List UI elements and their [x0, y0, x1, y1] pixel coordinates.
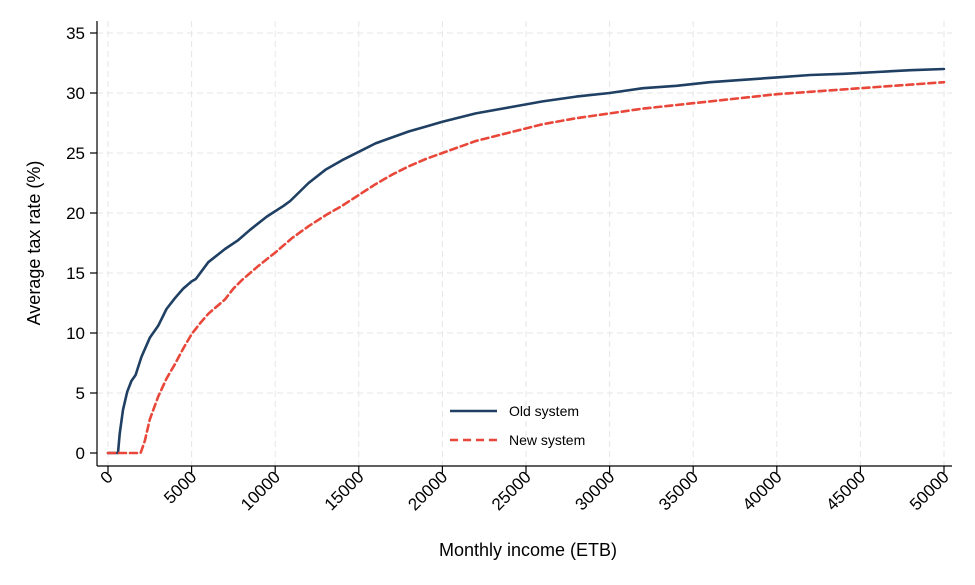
x-tick-label: 40000 [739, 467, 786, 514]
axes [96, 21, 952, 467]
x-tick-label: 15000 [321, 467, 368, 514]
y-tick-label: 20 [66, 204, 85, 223]
x-tick-label: 45000 [822, 467, 869, 514]
y-tick-label: 35 [66, 24, 85, 43]
x-tick-label: 30000 [572, 467, 619, 514]
series-line-new-system [106, 80, 946, 455]
x-tick-label: 50000 [906, 467, 953, 514]
series [106, 67, 946, 455]
x-tick-label: 0 [97, 467, 117, 487]
legend-label-old-system: Old system [509, 403, 579, 419]
legend-label-new-system: New system [509, 432, 585, 448]
y-tick-label: 10 [66, 324, 85, 343]
series-line-old-system [106, 67, 946, 455]
y-tick-label: 5 [76, 384, 85, 403]
x-tick-label: 5000 [160, 467, 200, 507]
y-tick-label: 0 [76, 444, 85, 463]
x-axis-title: Monthly income (ETB) [439, 540, 617, 560]
x-tick-label: 20000 [404, 467, 451, 514]
y-tick-label: 15 [66, 264, 85, 283]
grid [97, 21, 952, 466]
y-axis-title: Average tax rate (%) [24, 161, 44, 326]
y-tick-label: 25 [66, 144, 85, 163]
x-tick-label: 10000 [237, 467, 284, 514]
y-tick-label: 30 [66, 84, 85, 103]
legend: Old system New system [450, 403, 585, 448]
x-tick-label: 25000 [488, 467, 535, 514]
x-tick-label: 35000 [655, 467, 702, 514]
